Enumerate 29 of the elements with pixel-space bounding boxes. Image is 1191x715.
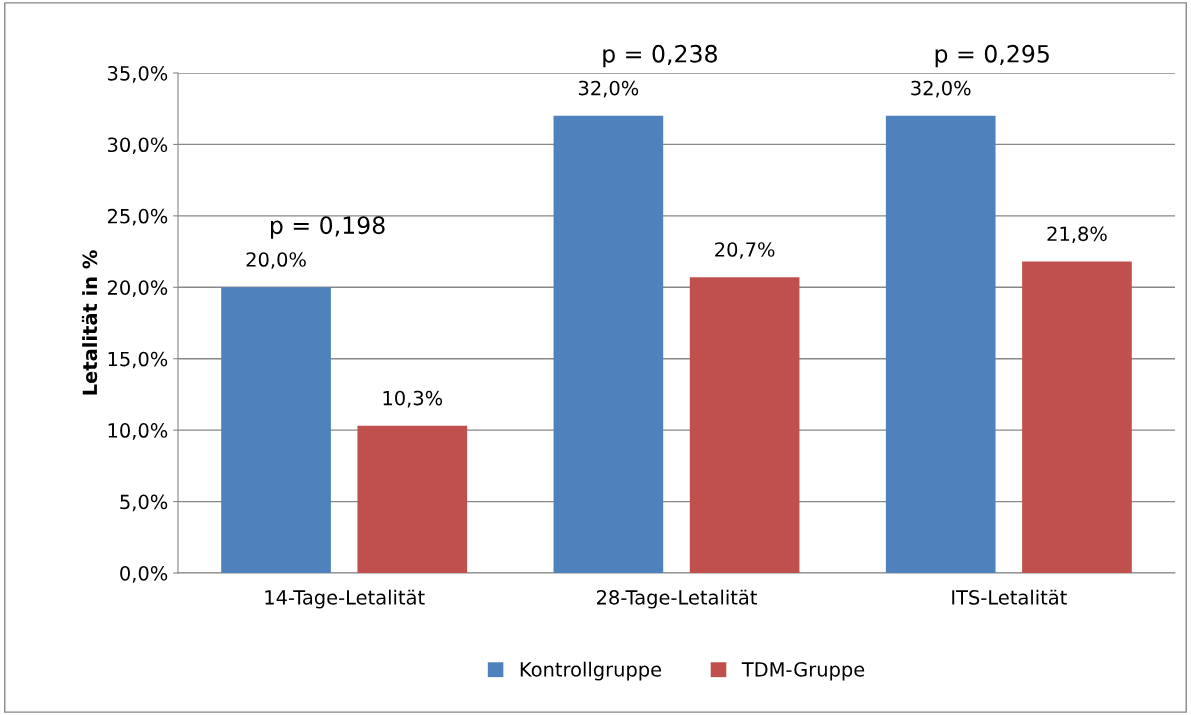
data-label: 21,8% bbox=[1047, 226, 1107, 244]
text: p = 0,295 bbox=[935, 44, 1049, 68]
bar bbox=[357, 425, 468, 573]
legend-label: TDM-Gruppe bbox=[741, 662, 865, 681]
y-tick-label: 0,0% bbox=[120, 565, 168, 583]
x-tick-label: 28-Tage-Letalität bbox=[597, 589, 757, 609]
data-label: 20,0% bbox=[246, 252, 306, 269]
data-label: 32,0% bbox=[911, 80, 971, 98]
legend-label: Kontrollgruppe bbox=[520, 661, 662, 681]
bar bbox=[221, 287, 331, 573]
data-label: 20,7% bbox=[715, 242, 775, 259]
x-tick-label: 14-Tage-Letalität bbox=[265, 589, 425, 609]
y-tick-label: 10,0% bbox=[108, 423, 168, 440]
y-tick-label: 30,0% bbox=[107, 137, 168, 155]
data-label: 32,0% bbox=[578, 80, 639, 98]
bar bbox=[1022, 261, 1132, 573]
y-tick-label: 25,0% bbox=[107, 208, 168, 226]
annotation: p = 0,198 bbox=[271, 216, 385, 239]
data-label: 10,3% bbox=[383, 390, 443, 408]
y-tick-label: 5,0% bbox=[120, 494, 168, 512]
y-tick-label: 35,0% bbox=[107, 65, 168, 83]
y-tick-label: 20,0% bbox=[107, 280, 168, 297]
text: p = 0,238 bbox=[603, 44, 717, 68]
y-tick-label: 15,0% bbox=[108, 351, 168, 369]
bar bbox=[553, 115, 664, 573]
bar bbox=[885, 115, 996, 573]
bar bbox=[689, 277, 800, 573]
x-tick-label: ITS-Letalität bbox=[952, 589, 1067, 605]
y-axis-title: Letalität in % bbox=[81, 250, 98, 395]
